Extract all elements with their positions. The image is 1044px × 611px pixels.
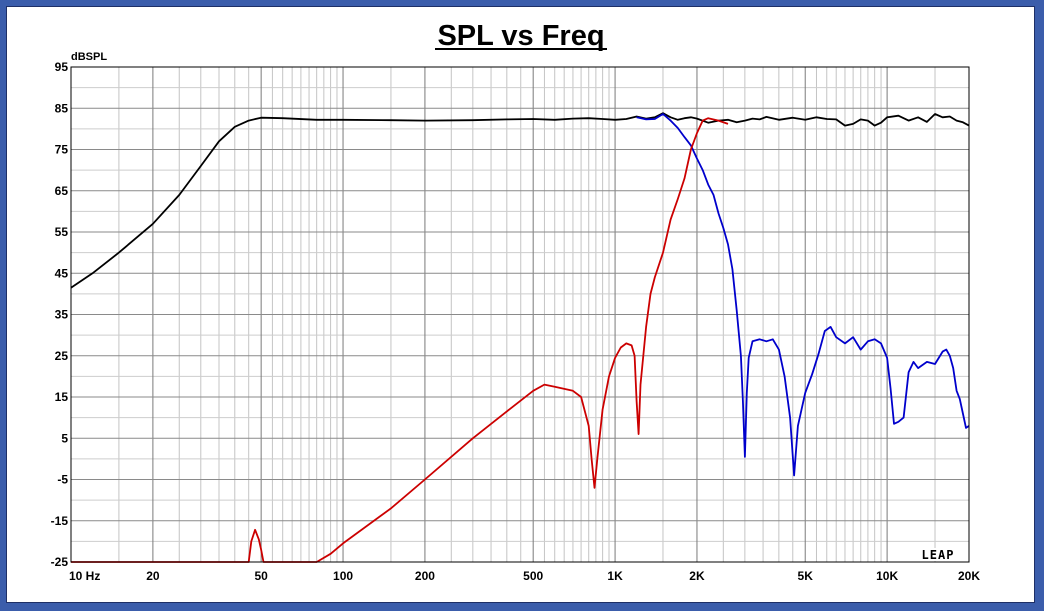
y-tick-label: 45 <box>55 266 69 280</box>
x-tick-label: 500 <box>523 569 543 583</box>
x-tick-label: 200 <box>415 569 435 583</box>
series-line-1 <box>636 113 970 477</box>
x-tick-label: 5K <box>798 569 814 583</box>
x-tick-label: 20 <box>146 569 160 583</box>
y-tick-label: 95 <box>55 60 69 74</box>
x-tick-label: 100 <box>333 569 353 583</box>
series-line-0 <box>70 112 970 289</box>
grid-major <box>71 66 969 563</box>
y-tick-label: -5 <box>57 473 68 487</box>
x-tick-label: 2K <box>689 569 705 583</box>
series-layer <box>70 112 970 563</box>
x-tick-label: 10K <box>876 569 898 583</box>
y-tick-label: 5 <box>61 431 68 445</box>
y-tick-label: 15 <box>55 390 69 404</box>
logo-box <box>910 548 966 561</box>
chart-frame: SPL vs Freq dBSPL 10 Hz 20 50 100 200 500 1K 2K… <box>6 6 1035 603</box>
y-tick-label: 35 <box>55 308 69 322</box>
x-tick-labels: 10 Hz 20 50 100 200 500 1K 2K 5K 10K 20K <box>69 569 980 583</box>
y-tick-label: 65 <box>55 184 69 198</box>
x-tick-label: 10 Hz <box>69 569 100 583</box>
x-tick-label: 50 <box>254 569 268 583</box>
y-tick-label: 55 <box>55 225 69 239</box>
y-tick-label: 85 <box>55 101 69 115</box>
chart-title: SPL vs Freq <box>437 20 604 52</box>
y-tick-labels: 95 85 75 65 55 45 35 25 15 5 -5 -15 -25 <box>51 60 69 569</box>
y-tick-label: -15 <box>51 514 69 528</box>
leap-logo: LEAP <box>922 548 955 562</box>
y-tick-label: 25 <box>55 349 69 363</box>
chart: SPL vs Freq dBSPL 10 Hz 20 50 100 200 500 1K 2K… <box>51 20 981 583</box>
x-tick-label: 20K <box>958 569 980 583</box>
y-tick-label: 75 <box>55 143 69 157</box>
plot-border <box>70 66 970 563</box>
x-tick-label: 1K <box>607 569 623 583</box>
y-tick-label: -25 <box>51 555 69 569</box>
y-axis-label: dBSPL <box>71 51 107 63</box>
series-line-2 <box>71 117 729 563</box>
